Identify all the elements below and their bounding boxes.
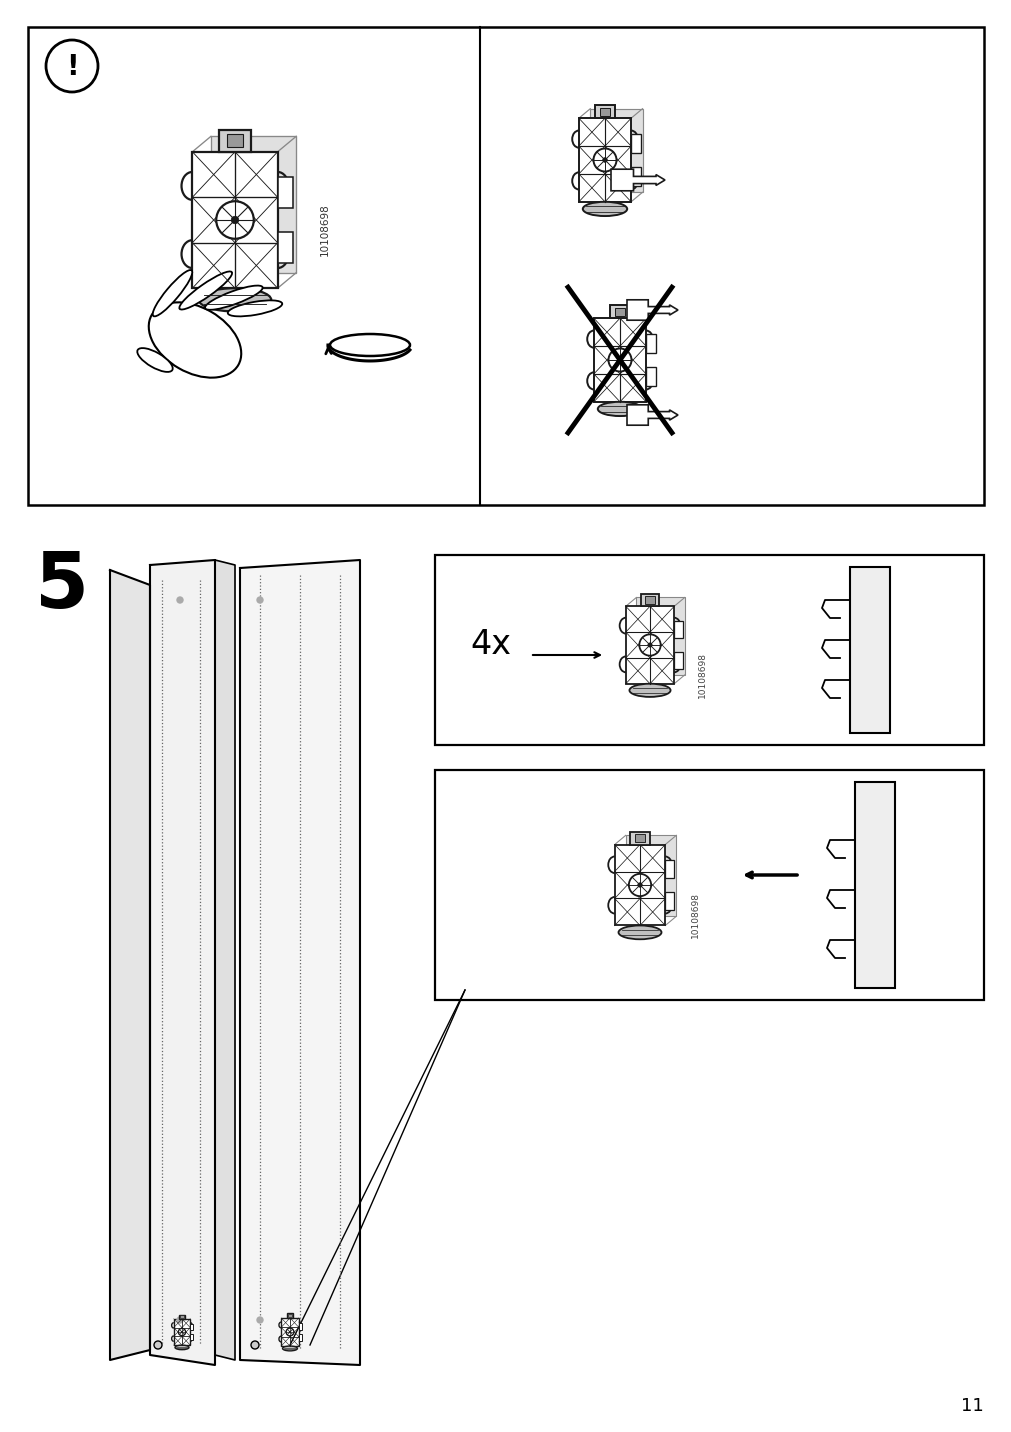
- Circle shape: [45, 40, 98, 92]
- Polygon shape: [611, 169, 664, 190]
- Polygon shape: [673, 620, 682, 639]
- Ellipse shape: [618, 925, 661, 939]
- Circle shape: [603, 158, 607, 162]
- Polygon shape: [214, 560, 235, 1360]
- Bar: [600, 107, 610, 116]
- Bar: [594, 105, 615, 119]
- Ellipse shape: [629, 683, 670, 697]
- Polygon shape: [110, 570, 150, 1360]
- Bar: [28, 27, 983, 505]
- Circle shape: [181, 1332, 183, 1333]
- Bar: [593, 318, 645, 402]
- Bar: [854, 782, 894, 988]
- Text: 10108698: 10108698: [690, 892, 699, 938]
- Bar: [630, 832, 649, 845]
- Bar: [218, 130, 251, 152]
- Bar: [281, 1317, 298, 1346]
- Polygon shape: [664, 859, 674, 878]
- Polygon shape: [277, 232, 293, 263]
- Bar: [435, 556, 983, 745]
- Bar: [615, 308, 625, 315]
- Bar: [226, 135, 243, 147]
- Circle shape: [232, 216, 239, 223]
- Circle shape: [257, 1317, 263, 1323]
- Bar: [640, 594, 658, 606]
- Text: 10108698: 10108698: [319, 203, 330, 256]
- Ellipse shape: [582, 202, 627, 216]
- Circle shape: [177, 597, 183, 603]
- Bar: [288, 1315, 291, 1317]
- Bar: [179, 1315, 185, 1319]
- Polygon shape: [631, 168, 640, 186]
- Polygon shape: [190, 1323, 193, 1330]
- Polygon shape: [673, 652, 682, 669]
- Polygon shape: [298, 1323, 301, 1329]
- Ellipse shape: [198, 288, 271, 311]
- Bar: [625, 835, 675, 916]
- Circle shape: [639, 634, 660, 656]
- Circle shape: [178, 1329, 185, 1336]
- Bar: [174, 1319, 190, 1345]
- Polygon shape: [627, 405, 677, 425]
- Circle shape: [154, 1340, 162, 1349]
- Circle shape: [647, 643, 651, 647]
- Bar: [435, 770, 983, 1000]
- Bar: [614, 845, 664, 925]
- Bar: [192, 152, 277, 288]
- Circle shape: [628, 874, 650, 896]
- Bar: [589, 109, 642, 192]
- Text: 4x: 4x: [469, 629, 511, 662]
- Ellipse shape: [175, 1345, 189, 1350]
- Ellipse shape: [205, 285, 263, 309]
- Bar: [636, 597, 684, 674]
- Polygon shape: [150, 560, 214, 1365]
- Ellipse shape: [282, 1346, 297, 1350]
- Ellipse shape: [149, 302, 241, 378]
- Circle shape: [216, 202, 254, 239]
- Text: !: !: [66, 53, 78, 82]
- Polygon shape: [190, 1335, 193, 1340]
- Circle shape: [177, 1317, 183, 1323]
- Polygon shape: [645, 367, 655, 387]
- Bar: [180, 1316, 183, 1317]
- Bar: [286, 1313, 293, 1317]
- Polygon shape: [645, 334, 655, 352]
- Circle shape: [257, 597, 263, 603]
- Text: 11: 11: [960, 1398, 983, 1415]
- Circle shape: [637, 882, 642, 888]
- Bar: [625, 606, 673, 683]
- Text: 10108698: 10108698: [697, 652, 706, 697]
- Polygon shape: [631, 133, 640, 153]
- Circle shape: [289, 1332, 290, 1333]
- Bar: [610, 305, 629, 318]
- Polygon shape: [664, 892, 674, 911]
- Circle shape: [251, 1340, 259, 1349]
- Text: 5: 5: [35, 548, 89, 624]
- Ellipse shape: [153, 271, 192, 316]
- Bar: [578, 119, 631, 202]
- Ellipse shape: [330, 334, 409, 357]
- Polygon shape: [240, 560, 360, 1365]
- Circle shape: [617, 358, 622, 362]
- Ellipse shape: [227, 301, 282, 316]
- Ellipse shape: [179, 272, 232, 309]
- Circle shape: [592, 149, 616, 172]
- Bar: [210, 136, 296, 272]
- Ellipse shape: [598, 402, 642, 417]
- Polygon shape: [298, 1335, 301, 1340]
- Polygon shape: [277, 178, 293, 208]
- Circle shape: [608, 348, 631, 371]
- Ellipse shape: [137, 348, 173, 372]
- Bar: [645, 596, 654, 604]
- Polygon shape: [627, 299, 677, 321]
- Bar: [635, 835, 644, 842]
- Bar: [849, 567, 889, 733]
- Circle shape: [286, 1327, 293, 1336]
